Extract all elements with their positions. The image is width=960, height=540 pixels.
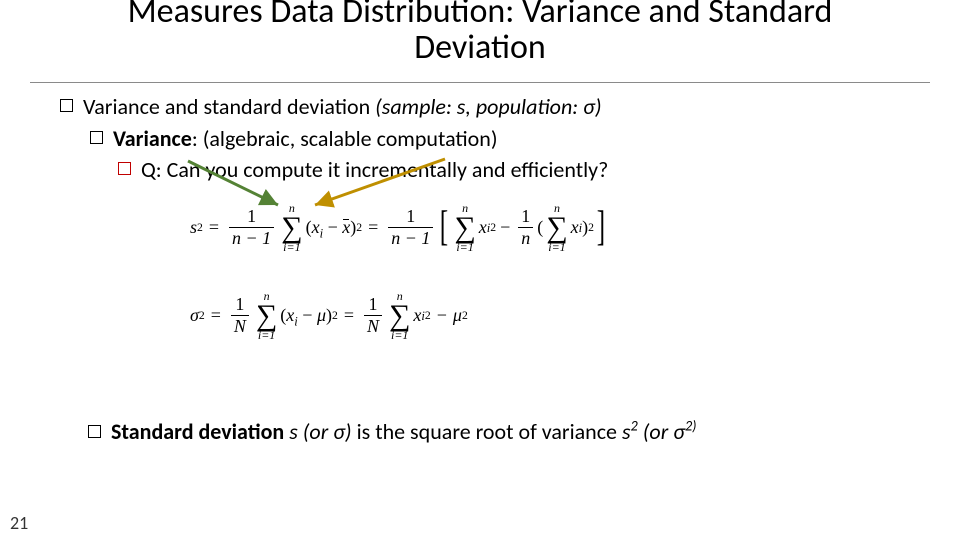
bullet-1-plain: Variance and standard deviation (83, 93, 375, 120)
bullet-2-text: Variance: (algebraic, scalable computati… (113, 124, 498, 154)
bullet-level-1: Variance and standard deviation (sample:… (60, 92, 920, 122)
sym-x: x (479, 217, 487, 238)
sum-lower: i=1 (548, 241, 565, 253)
slide-title: Measures Data Distribution: Variance and… (40, 0, 920, 65)
denominator: n (518, 229, 533, 248)
bullet-std-dev: Standard deviation s (or σ) is the squar… (88, 418, 920, 445)
formula-population-variance: σ2 = 1 N n ∑ i=1 (xi − μ)2 = 1 N n ∑ (190, 290, 468, 341)
sym-minus: − (302, 305, 312, 325)
title-line-2: Deviation (40, 30, 920, 66)
term-xi-mu: (xi − μ) (280, 305, 332, 326)
numerator: 1 (403, 207, 418, 226)
sym-minus: − (328, 217, 338, 237)
square-bullet-icon (118, 162, 131, 175)
square-bullet-icon (60, 99, 73, 112)
std-dev-em-a: s (or σ) (289, 418, 356, 445)
denominator: n − 1 (232, 228, 271, 248)
sum-lower: i=1 (391, 329, 408, 341)
square-bullet-icon (88, 425, 101, 438)
sym-eq: = (211, 305, 221, 326)
sym-eq: = (209, 217, 219, 238)
formula-block: s2 = 1 n − 1 n ∑ i=1 (xi − x)2 = 1 n − 1… (190, 202, 830, 392)
std-dev-sup2: 2) (685, 417, 697, 435)
sum-lower: i=1 (283, 241, 300, 253)
sigma-sum-icon: n ∑ i=1 (546, 202, 567, 253)
std-dev-sup: 2 (631, 417, 638, 435)
sym-s: s (190, 217, 197, 238)
bullet-level-2: Variance: (algebraic, scalable computati… (90, 124, 920, 154)
sym-sigma: σ (190, 305, 199, 326)
bracket-open-icon: [ (440, 211, 448, 245)
fraction: 1 N (231, 295, 249, 336)
denominator: N (364, 317, 382, 336)
denominator: N (231, 317, 249, 336)
square-bullet-icon (90, 131, 103, 144)
fraction: 1 n (518, 207, 533, 248)
sigma-sum-icon: n ∑ i=1 (454, 202, 475, 253)
sym-eq: = (344, 305, 354, 326)
numerator: 1 (244, 207, 259, 226)
sym-x: x (571, 217, 579, 238)
fraction: 1 n − 1 (229, 207, 274, 248)
denominator: n − 1 (391, 228, 430, 248)
std-dev-text: Standard deviation s (or σ) is the squar… (111, 418, 697, 445)
std-dev-or-sigma: (or σ (643, 418, 685, 445)
sigma-sum-icon: n ∑ i=1 (256, 290, 277, 341)
sym-minus: − (437, 305, 447, 326)
sym-minus: − (500, 217, 510, 238)
slide-root: Measures Data Distribution: Variance and… (0, 0, 960, 540)
fraction: 1 n − 1 (388, 207, 433, 248)
std-dev-bold: Standard deviation (111, 418, 284, 445)
formula-sample-variance: s2 = 1 n − 1 n ∑ i=1 (xi − x)2 = 1 n − 1… (190, 202, 608, 253)
bullet-1-text: Variance and standard deviation (sample:… (83, 92, 602, 122)
bullet-1-italic: (sample: s, population: σ) (375, 93, 601, 120)
page-number: 21 (10, 512, 28, 534)
sym-mu: μ (453, 305, 462, 326)
term-xi-xbar: (xi − x) (306, 217, 357, 238)
numerator: 1 (232, 295, 247, 314)
std-dev-s: s (622, 418, 631, 445)
sum-lower: i=1 (456, 241, 473, 253)
sigma-sum-icon: n ∑ i=1 (281, 202, 302, 253)
std-dev-rest: is the square root of variance (357, 418, 622, 445)
sigma-sum-icon: n ∑ i=1 (389, 290, 410, 341)
term-sum-xi-sq: ( (537, 217, 543, 238)
sym-mu: μ (317, 305, 326, 325)
bullet-2-rest: : (algebraic, scalable computation) (192, 125, 498, 152)
sum-lower: i=1 (258, 329, 275, 341)
bracket-close-icon: ] (597, 211, 605, 245)
sym-x: x (413, 305, 421, 326)
fraction: 1 N (364, 295, 382, 336)
title-divider (30, 82, 930, 83)
numerator: 1 (366, 295, 381, 314)
sym-xbar: x (342, 217, 350, 238)
numerator: 1 (518, 207, 533, 226)
sym-x: x (312, 217, 320, 237)
bullet-2-bold: Variance (113, 125, 192, 152)
sym-eq: = (368, 217, 378, 238)
